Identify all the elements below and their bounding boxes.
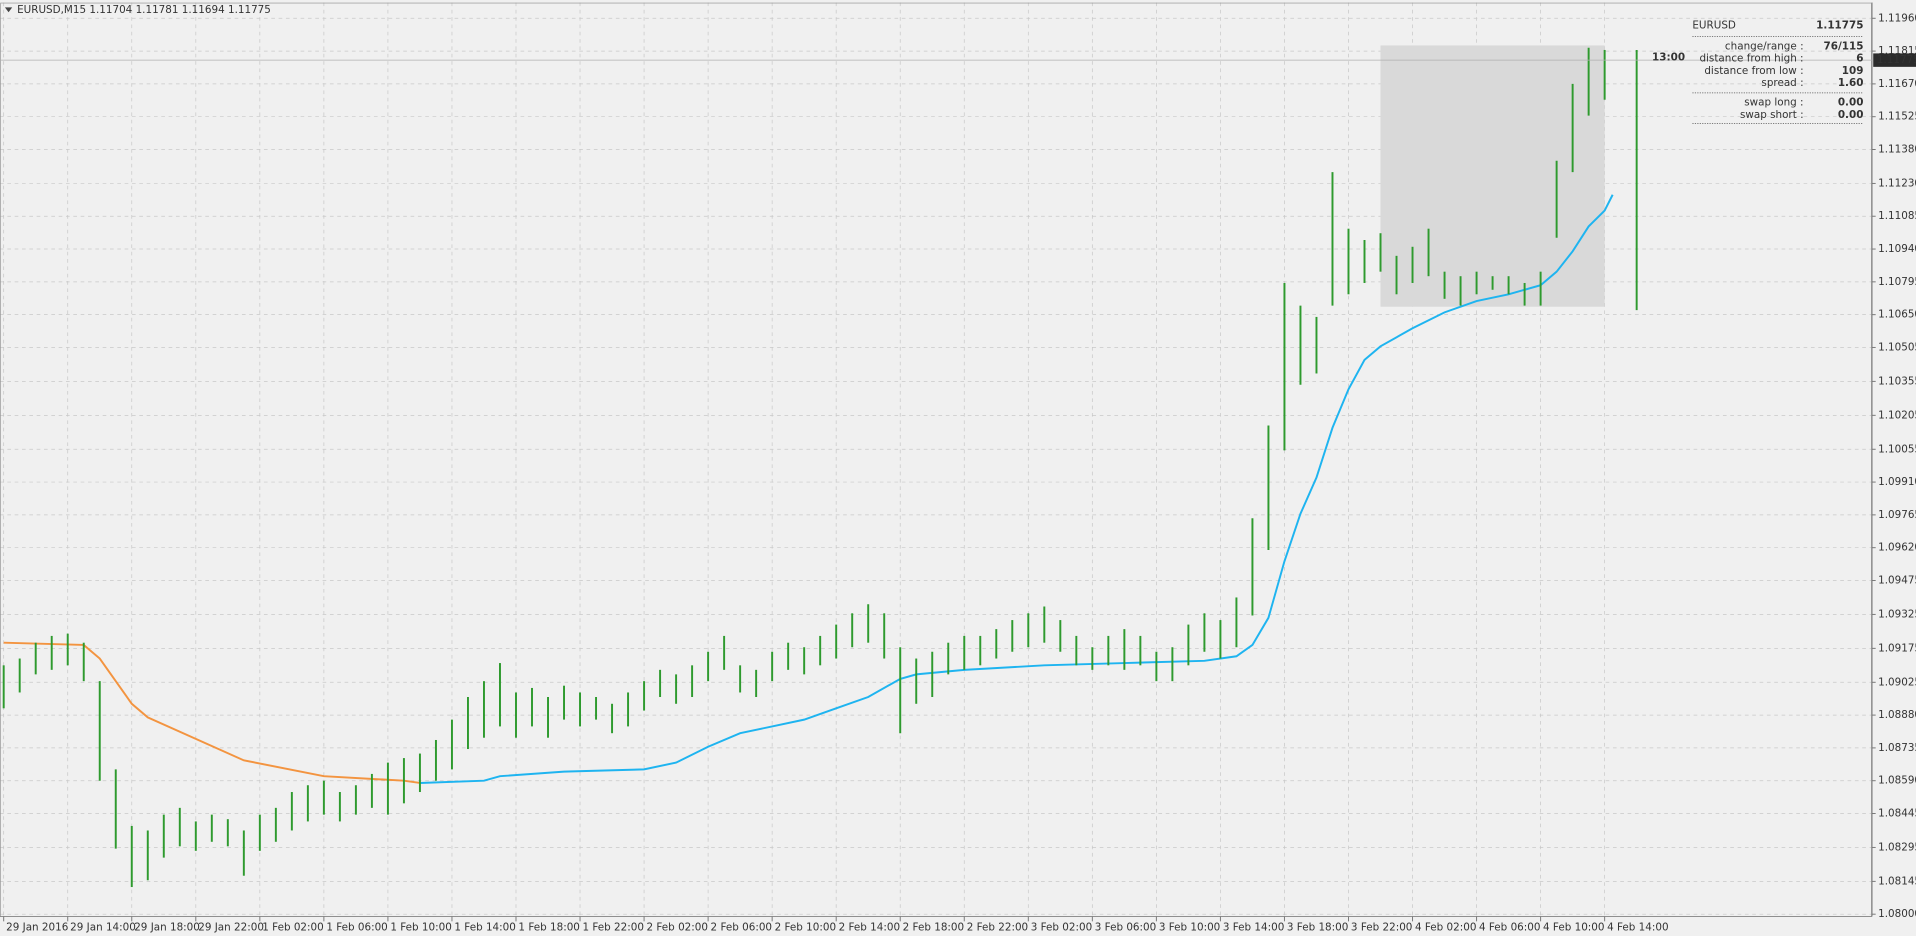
last-price-box <box>1873 53 1916 67</box>
y-tick-label: 1.11960 <box>1878 12 1916 24</box>
x-tick-label: 29 Jan 2016 <box>6 921 68 933</box>
y-tick-label: 1.08880 <box>1878 709 1916 721</box>
y-tick-label: 1.11670 <box>1878 78 1916 90</box>
y-tick-label: 1.09620 <box>1878 542 1916 554</box>
y-tick-label: 1.10055 <box>1878 443 1916 455</box>
y-tick-label: 1.11230 <box>1878 177 1916 189</box>
panel-label: spread : <box>1761 77 1803 89</box>
y-tick-label: 1.10205 <box>1878 409 1916 421</box>
panel-value: 1.60 <box>1838 77 1864 89</box>
y-tick-label: 1.09910 <box>1878 476 1916 488</box>
grid-layer <box>0 2 1873 917</box>
panel-value: 0.00 <box>1838 109 1864 121</box>
panel-value: 0.00 <box>1838 97 1864 109</box>
range-box-layer <box>1380 45 1605 307</box>
y-tick-label: 1.08445 <box>1878 808 1916 820</box>
y-tick-label: 1.10355 <box>1878 375 1916 387</box>
x-tick-label: 4 Feb 10:00 <box>1543 921 1604 933</box>
x-tick-label: 2 Feb 06:00 <box>711 921 772 933</box>
range-box <box>1380 45 1605 307</box>
y-tick-label: 1.08000 <box>1878 908 1916 920</box>
x-tick-label: 29 Jan 22:00 <box>198 921 264 933</box>
chart-title: EURUSD,M15 1.11704 1.11781 1.11694 1.117… <box>17 4 271 16</box>
y-tick-label: 1.11380 <box>1878 143 1916 155</box>
y-tick-label: 1.08735 <box>1878 742 1916 754</box>
menu-triangle[interactable] <box>4 7 13 13</box>
x-tick-label: 1 Feb 06:00 <box>326 921 387 933</box>
x-tick-label: 2 Feb 18:00 <box>903 921 964 933</box>
y-tick-label: 1.11085 <box>1878 210 1916 222</box>
panel-label: swap long : <box>1744 97 1803 109</box>
y-tick-label: 1.10940 <box>1878 243 1916 255</box>
panel-value: 109 <box>1842 65 1864 77</box>
moving-average-line <box>3 641 421 784</box>
panel-symbol: EURUSD <box>1692 20 1736 32</box>
x-tick-label: 2 Feb 10:00 <box>775 921 836 933</box>
y-tick-label: 1.09765 <box>1878 509 1916 521</box>
x-tick-label: 4 Feb 02:00 <box>1415 921 1476 933</box>
x-tick-label: 1 Feb 14:00 <box>454 921 515 933</box>
x-tick-label: 29 Jan 18:00 <box>134 921 200 933</box>
panel-label: distance from high : <box>1699 53 1803 65</box>
y-tick-label: 1.10795 <box>1878 276 1916 288</box>
x-tick-label: 29 Jan 14:00 <box>70 921 136 933</box>
line-layer <box>3 194 1614 784</box>
x-tick-label: 3 Feb 22:00 <box>1351 921 1412 933</box>
plot-border <box>0 2 1872 917</box>
y-tick-label: 1.08590 <box>1878 775 1916 787</box>
y-tick-label: 1.11525 <box>1878 111 1916 123</box>
panel-value: 76/115 <box>1824 40 1864 52</box>
y-tick-label: 1.09025 <box>1878 676 1916 688</box>
x-tick-label: 1 Feb 22:00 <box>582 921 643 933</box>
bar-layer <box>2 47 1638 888</box>
y-tick-label: 1.10650 <box>1878 309 1916 321</box>
x-tick-label: 1 Feb 02:00 <box>262 921 323 933</box>
info-panel: EURUSD 1.11775 change/range : 76/115 distanc… <box>1692 20 1864 124</box>
x-tick-label: 3 Feb 02:00 <box>1031 921 1092 933</box>
moving-average-line <box>419 194 1614 784</box>
axis-layer: 1.08000 1.08145 1.08295 1.08445 1.08590 1.087… <box>0 12 1916 933</box>
panel-label: swap short : <box>1740 109 1804 121</box>
y-tick-label: 1.09175 <box>1878 642 1916 654</box>
panel-price: 1.11775 <box>1816 20 1863 32</box>
bar-timer: 13:00 <box>1652 51 1685 63</box>
last-price-label: 1.11775 <box>1877 54 1916 66</box>
panel-label: distance from low : <box>1704 65 1803 77</box>
y-tick-label: 1.08295 <box>1878 841 1916 853</box>
x-tick-label: 3 Feb 10:00 <box>1159 921 1220 933</box>
x-tick-label: 3 Feb 18:00 <box>1287 921 1348 933</box>
x-tick-label: 2 Feb 02:00 <box>647 921 708 933</box>
x-tick-label: 2 Feb 14:00 <box>839 921 900 933</box>
y-tick-label: 1.08145 <box>1878 875 1916 887</box>
x-tick-label: 1 Feb 10:00 <box>390 921 451 933</box>
x-tick-label: 3 Feb 06:00 <box>1095 921 1156 933</box>
x-tick-label: 4 Feb 06:00 <box>1479 921 1540 933</box>
y-tick-label: 1.11815 <box>1878 45 1916 57</box>
x-tick-label: 4 Feb 14:00 <box>1607 921 1668 933</box>
panel-label: change/range : <box>1725 40 1804 52</box>
x-tick-label: 3 Feb 14:00 <box>1223 921 1284 933</box>
panel-value: 6 <box>1856 53 1863 65</box>
x-tick-label: 1 Feb 18:00 <box>518 921 579 933</box>
x-tick-label: 2 Feb 22:00 <box>967 921 1028 933</box>
y-tick-label: 1.09475 <box>1878 574 1916 586</box>
y-tick-label: 1.09325 <box>1878 608 1916 620</box>
y-tick-label: 1.10505 <box>1878 341 1916 353</box>
